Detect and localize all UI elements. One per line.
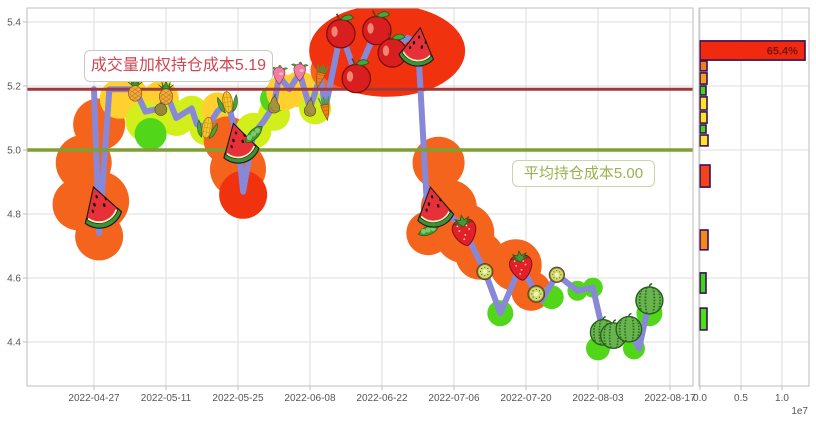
volume-bar — [699, 164, 711, 188]
kiwi-icon — [476, 263, 494, 281]
main-plot-border — [26, 7, 694, 387]
volume-bar — [699, 229, 709, 251]
x-tick-label: 2022-05-11 — [141, 393, 192, 404]
volume-bar — [699, 85, 707, 96]
y-tick-label: 4.8 — [7, 210, 21, 221]
kiwi-icon — [527, 285, 546, 303]
x-tick-label: 2022-07-06 — [428, 393, 480, 404]
volume-tick-label: 0.0 — [693, 393, 707, 404]
x-tick-label: 2022-06-08 — [284, 393, 336, 404]
vwap-cost-annotation: 成交量加权持仓成本5.19 — [84, 50, 273, 82]
x-tick-label: 2022-08-17 — [644, 393, 696, 404]
x-tick-label: 2022-05-25 — [212, 393, 264, 404]
volume-tick-label: 0.5 — [734, 393, 748, 404]
volume-bar — [699, 60, 708, 72]
y-tick-label: 5.0 — [7, 146, 21, 157]
volume-bar — [699, 40, 806, 61]
y-tick-label: 5.2 — [7, 82, 21, 93]
volume-bar — [699, 96, 708, 111]
tick-marks — [23, 21, 783, 390]
bar-percent-label: 65.4% — [767, 45, 798, 57]
volume-bar — [699, 272, 707, 294]
x-tick-label: 2022-06-22 — [356, 393, 408, 404]
volume-bar — [699, 307, 708, 331]
volume-bar — [699, 124, 707, 134]
y-tick-label: 4.6 — [7, 274, 21, 285]
y-tick-label: 4.4 — [7, 338, 21, 349]
x-tick-label: 2022-04-27 — [68, 393, 120, 404]
kiwi-icon — [548, 266, 565, 283]
apple-icon — [325, 12, 356, 49]
volume-bar — [699, 72, 708, 85]
y-tick-label: 5.4 — [7, 18, 21, 29]
x-tick-label: 2022-08-03 — [572, 393, 624, 404]
axis-offset-label: 1e7 — [791, 406, 808, 417]
watermelon-icon — [635, 282, 664, 315]
tick-labels: 5.4 5.2 5.0 4.8 4.6 4.4 2022-04-27 2022-05-11 20… — [7, 18, 808, 418]
avg-cost-annotation: 平均持仓成本5.00 — [512, 160, 655, 187]
volume-bar — [699, 111, 708, 124]
halo-blob — [134, 118, 167, 150]
x-tick-label: 2022-07-20 — [500, 393, 552, 404]
histogram-plot-border — [698, 7, 810, 387]
volume-bar — [699, 134, 709, 147]
volume-tick-label: 1.0 — [775, 393, 789, 404]
halo-blob — [219, 170, 268, 219]
cost-distribution-histogram: 65.4% — [699, 40, 806, 331]
